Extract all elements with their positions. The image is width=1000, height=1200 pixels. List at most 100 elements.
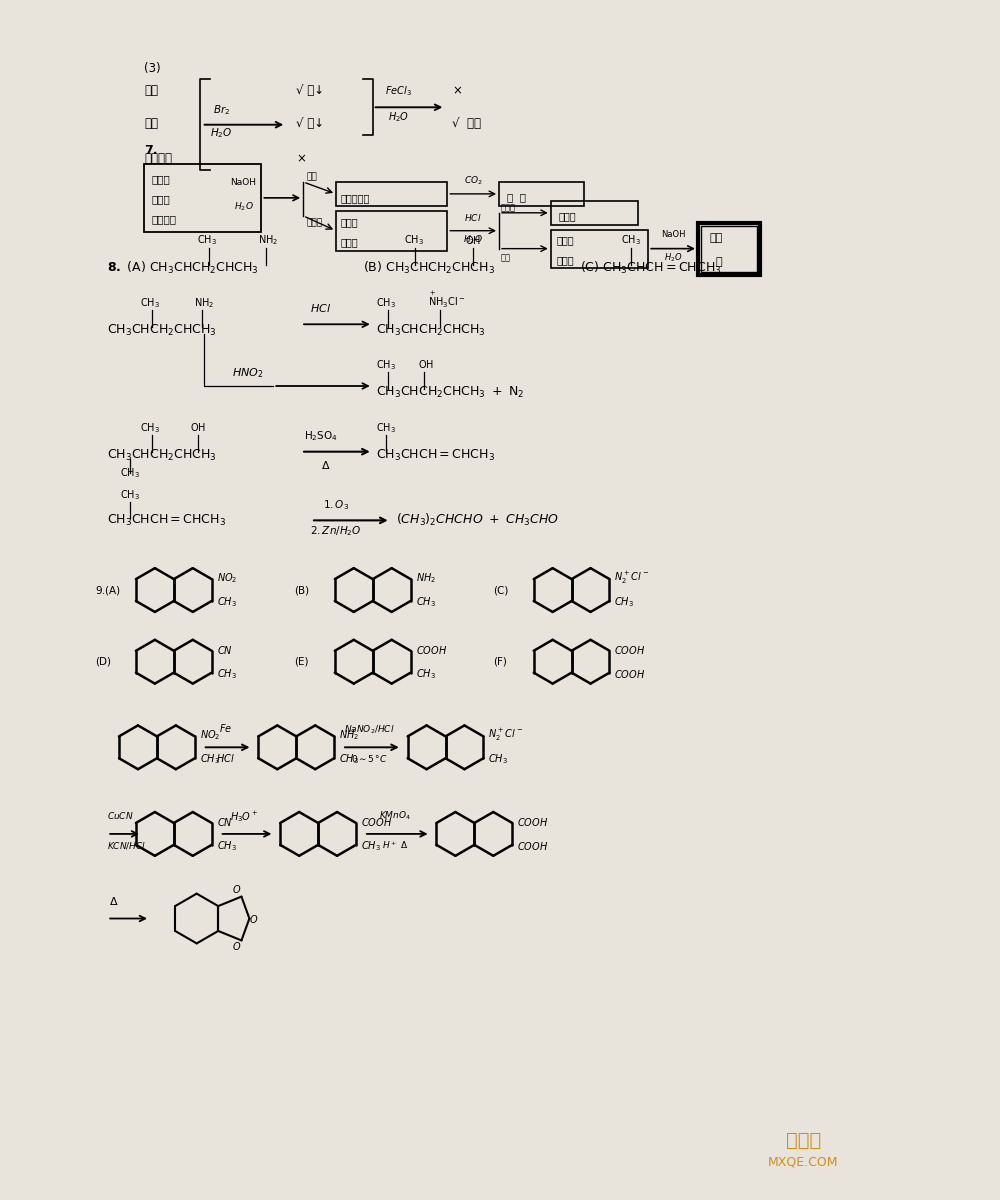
Text: $\rm CH_3CHCH_2CHCH_3$: $\rm CH_3CHCH_2CHCH_3$ bbox=[107, 323, 217, 338]
Text: $Br_2$: $Br_2$ bbox=[213, 103, 230, 116]
Text: $COOH$: $COOH$ bbox=[614, 667, 646, 679]
Text: 有机相: 有机相 bbox=[306, 218, 322, 228]
Text: 苯甲醇: 苯甲醇 bbox=[341, 217, 359, 227]
Text: 苯甲胺: 苯甲胺 bbox=[152, 194, 171, 204]
Text: 苯甲醇: 苯甲醇 bbox=[152, 174, 171, 184]
Text: $\rm CH_3$: $\rm CH_3$ bbox=[621, 234, 641, 247]
Text: 答案圈: 答案圈 bbox=[786, 1130, 821, 1150]
Text: $HCl$: $HCl$ bbox=[464, 211, 482, 223]
Text: $CH_3$: $CH_3$ bbox=[217, 595, 237, 608]
Text: $\rm CH_3$: $\rm CH_3$ bbox=[140, 421, 160, 434]
Bar bbox=[551, 200, 638, 224]
Text: $H^+\ \Delta$: $H^+\ \Delta$ bbox=[382, 839, 408, 851]
Text: 水相: 水相 bbox=[501, 253, 511, 263]
Text: $\rm CH_3$: $\rm CH_3$ bbox=[197, 234, 217, 247]
Text: 苯  酚: 苯 酚 bbox=[507, 192, 526, 202]
Text: $HCl$: $HCl$ bbox=[310, 302, 332, 314]
Text: $\rm CH_3$: $\rm CH_3$ bbox=[376, 296, 396, 310]
Text: $CH_3$: $CH_3$ bbox=[488, 752, 508, 767]
Text: $\rm CH_3CHCH_2CHCH_3$: $\rm CH_3CHCH_2CHCH_3$ bbox=[376, 323, 485, 338]
Text: 9.(A): 9.(A) bbox=[95, 586, 120, 595]
Text: (C): (C) bbox=[493, 586, 508, 595]
Text: $COOH$: $COOH$ bbox=[614, 643, 646, 655]
Bar bbox=[144, 164, 261, 232]
Text: $\mathbf{8.}$ (A) $\rm CH_3CHCH_2CHCH_3$: $\mathbf{8.}$ (A) $\rm CH_3CHCH_2CHCH_3$ bbox=[107, 259, 259, 276]
Bar bbox=[336, 182, 447, 206]
Text: $Fe$: $Fe$ bbox=[219, 722, 232, 734]
Text: $HNO_2$: $HNO_2$ bbox=[232, 366, 263, 380]
Text: $\rm CH_3CHCH{=}CHCH_3$: $\rm CH_3CHCH{=}CHCH_3$ bbox=[107, 514, 226, 528]
Text: 苯甲胺: 苯甲胺 bbox=[557, 235, 574, 246]
Text: $O$: $O$ bbox=[232, 883, 241, 895]
Text: $\Delta$: $\Delta$ bbox=[109, 894, 119, 906]
Text: $COOH$: $COOH$ bbox=[517, 840, 548, 852]
Text: 环己基胺: 环己基胺 bbox=[144, 152, 172, 166]
Text: $CH_3$: $CH_3$ bbox=[217, 839, 237, 853]
Text: $NO_2$: $NO_2$ bbox=[217, 571, 237, 584]
Text: $KMnO_4$: $KMnO_4$ bbox=[379, 810, 411, 822]
Text: $\rm OH$: $\rm OH$ bbox=[190, 421, 206, 433]
Text: (B): (B) bbox=[294, 586, 309, 595]
Text: $H_2O$: $H_2O$ bbox=[234, 200, 253, 214]
Text: $COOH$: $COOH$ bbox=[416, 643, 447, 655]
Text: 盐酸盐: 盐酸盐 bbox=[557, 256, 574, 265]
Text: $\rm \overset{+}{N}H_3Cl^-$: $\rm \overset{+}{N}H_3Cl^-$ bbox=[428, 289, 466, 310]
Text: $2.Zn/H_2O$: $2.Zn/H_2O$ bbox=[310, 524, 362, 538]
Text: $COOH$: $COOH$ bbox=[517, 816, 548, 828]
Text: 7.: 7. bbox=[144, 144, 157, 157]
Text: $CH_3$: $CH_3$ bbox=[217, 667, 237, 680]
Text: $NH_2$: $NH_2$ bbox=[416, 571, 436, 584]
Text: $CO_2$: $CO_2$ bbox=[464, 175, 483, 187]
Text: 苯酚: 苯酚 bbox=[144, 118, 158, 130]
Text: $\rm CH_3CHCH_2CHCH_3$: $\rm CH_3CHCH_2CHCH_3$ bbox=[107, 448, 217, 463]
Text: MXQE.COM: MXQE.COM bbox=[768, 1156, 839, 1169]
Text: $H_2O$: $H_2O$ bbox=[463, 234, 483, 246]
Text: $N_2^+Cl^-$: $N_2^+Cl^-$ bbox=[488, 727, 524, 743]
Text: 胺: 胺 bbox=[716, 257, 722, 266]
Text: $CN$: $CN$ bbox=[217, 816, 232, 828]
Text: 有机相: 有机相 bbox=[501, 204, 516, 212]
Text: (E): (E) bbox=[294, 656, 309, 667]
Text: (3): (3) bbox=[144, 62, 161, 76]
Text: 苯甲醇: 苯甲醇 bbox=[559, 211, 576, 221]
Text: $NH_2$: $NH_2$ bbox=[339, 728, 359, 742]
Text: 对甲苯酚: 对甲苯酚 bbox=[152, 214, 177, 223]
Text: $H_2O$: $H_2O$ bbox=[664, 252, 682, 264]
Text: $CH_3$: $CH_3$ bbox=[200, 752, 220, 767]
Text: $\Delta$: $\Delta$ bbox=[321, 458, 331, 470]
Text: $\rm CH_3$: $\rm CH_3$ bbox=[404, 234, 424, 247]
Bar bbox=[698, 223, 760, 275]
Text: √  显色: √ 显色 bbox=[452, 118, 481, 130]
Text: $\rm H_2SO_4$: $\rm H_2SO_4$ bbox=[304, 428, 338, 443]
Text: $\rm NH_2$: $\rm NH_2$ bbox=[258, 234, 279, 247]
Text: $COOH$: $COOH$ bbox=[361, 816, 392, 828]
Text: $\rm NH_2$: $\rm NH_2$ bbox=[194, 296, 214, 310]
Text: $(CH_3)_2CHCHO\ +\ CH_3CHO$: $(CH_3)_2CHCHO\ +\ CH_3CHO$ bbox=[396, 512, 558, 528]
Bar bbox=[499, 182, 584, 206]
Text: $\rm CH_3CHCH_2CHCH_3\ +\ N_2$: $\rm CH_3CHCH_2CHCH_3\ +\ N_2$ bbox=[376, 385, 524, 400]
Text: $\rm CH_3$: $\rm CH_3$ bbox=[120, 467, 140, 480]
Text: $CH_3$: $CH_3$ bbox=[339, 752, 359, 767]
Bar bbox=[551, 229, 648, 268]
Text: $CH_3$: $CH_3$ bbox=[614, 595, 634, 608]
Text: $\rm CH_3CHCH{=}CHCH_3$: $\rm CH_3CHCH{=}CHCH_3$ bbox=[376, 448, 495, 463]
Text: NaOH: NaOH bbox=[661, 229, 685, 239]
Text: $FeCl_3$: $FeCl_3$ bbox=[385, 84, 412, 98]
Text: $\rm CH_3$: $\rm CH_3$ bbox=[376, 358, 396, 372]
Text: √ 白↓: √ 白↓ bbox=[296, 84, 324, 97]
Text: $CH_3$: $CH_3$ bbox=[416, 667, 435, 680]
Text: $O$: $O$ bbox=[232, 941, 241, 953]
Text: 苯甲: 苯甲 bbox=[710, 233, 723, 242]
Text: (C) $\rm CH_3CHCH{=}CHCH_3$: (C) $\rm CH_3CHCH{=}CHCH_3$ bbox=[580, 259, 721, 276]
Bar bbox=[701, 226, 757, 271]
Text: $HCl$: $HCl$ bbox=[216, 752, 235, 764]
Text: (D): (D) bbox=[95, 656, 111, 667]
Text: $1.O_3$: $1.O_3$ bbox=[323, 498, 349, 512]
Text: $CN$: $CN$ bbox=[217, 643, 232, 655]
Text: ×: × bbox=[452, 84, 462, 97]
Text: $\rm OH$: $\rm OH$ bbox=[465, 234, 481, 246]
Text: $N_2^+Cl^-$: $N_2^+Cl^-$ bbox=[614, 570, 650, 586]
Text: 苯胺: 苯胺 bbox=[144, 84, 158, 97]
Text: $NaNO_2/HCl$: $NaNO_2/HCl$ bbox=[344, 724, 394, 736]
Text: $\rm CH_3$: $\rm CH_3$ bbox=[140, 296, 160, 310]
